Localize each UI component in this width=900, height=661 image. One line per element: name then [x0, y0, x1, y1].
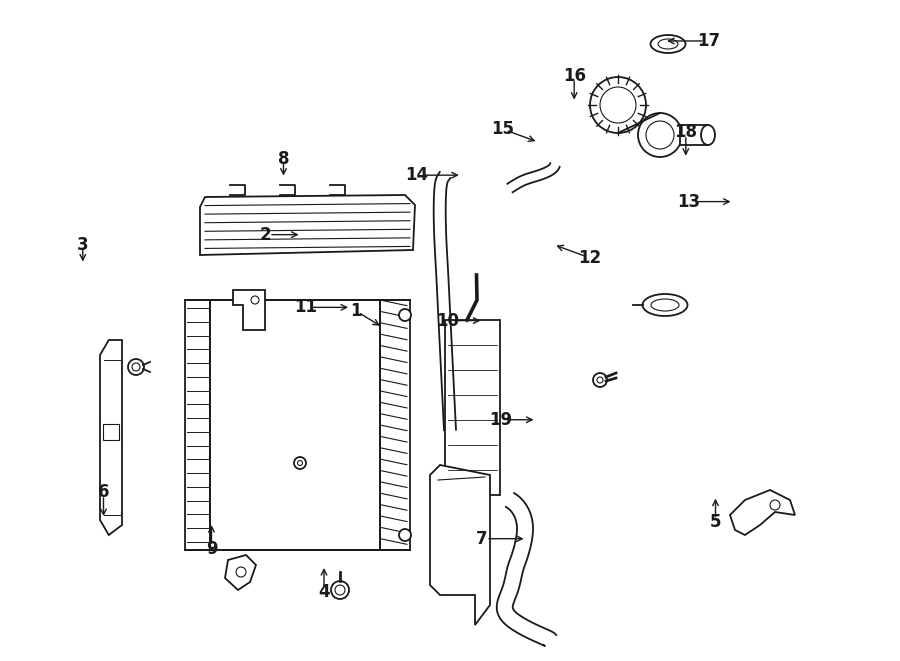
- Text: 16: 16: [562, 67, 586, 85]
- Text: 5: 5: [710, 513, 721, 531]
- Text: 6: 6: [98, 483, 109, 502]
- Text: 9: 9: [206, 539, 217, 558]
- Text: 12: 12: [578, 249, 601, 267]
- Text: 1: 1: [350, 301, 361, 320]
- Circle shape: [294, 457, 306, 469]
- Polygon shape: [200, 195, 415, 255]
- Bar: [210, 300, 380, 550]
- Circle shape: [128, 359, 144, 375]
- Text: 17: 17: [698, 32, 721, 50]
- Circle shape: [770, 500, 780, 510]
- Text: 14: 14: [405, 166, 428, 184]
- Text: 7: 7: [476, 529, 487, 548]
- Bar: [445, 320, 500, 495]
- Ellipse shape: [658, 39, 678, 49]
- Text: 2: 2: [260, 225, 271, 244]
- Circle shape: [298, 461, 302, 465]
- Polygon shape: [730, 490, 795, 535]
- Circle shape: [590, 77, 646, 133]
- Circle shape: [335, 585, 345, 595]
- Text: 11: 11: [294, 298, 318, 317]
- Text: 19: 19: [489, 410, 512, 429]
- Ellipse shape: [643, 294, 688, 316]
- Circle shape: [646, 121, 674, 149]
- Bar: [680, 125, 708, 145]
- Polygon shape: [225, 555, 256, 590]
- Text: 10: 10: [436, 311, 459, 330]
- Circle shape: [331, 581, 349, 599]
- Polygon shape: [430, 465, 490, 625]
- Ellipse shape: [651, 35, 686, 53]
- Circle shape: [132, 363, 140, 371]
- Ellipse shape: [701, 125, 715, 145]
- Circle shape: [638, 113, 682, 157]
- Text: 3: 3: [77, 235, 88, 254]
- Text: 18: 18: [674, 123, 698, 141]
- Ellipse shape: [651, 299, 679, 311]
- Circle shape: [236, 567, 246, 577]
- Text: 4: 4: [319, 582, 329, 601]
- Text: 13: 13: [677, 192, 700, 211]
- Circle shape: [399, 529, 411, 541]
- Circle shape: [399, 309, 411, 321]
- Bar: [103, 424, 119, 440]
- Text: 15: 15: [491, 120, 514, 138]
- Circle shape: [600, 87, 636, 123]
- Circle shape: [597, 377, 603, 383]
- Text: 8: 8: [278, 149, 289, 168]
- Circle shape: [593, 373, 607, 387]
- Circle shape: [251, 296, 259, 304]
- Polygon shape: [100, 340, 122, 535]
- Polygon shape: [233, 290, 265, 330]
